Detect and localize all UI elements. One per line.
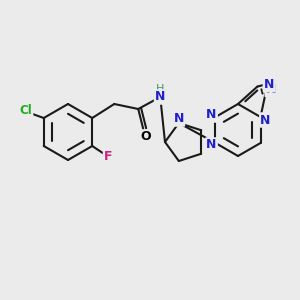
Text: Cl: Cl bbox=[20, 104, 32, 118]
Text: N: N bbox=[260, 113, 271, 127]
Text: N: N bbox=[266, 83, 276, 96]
Text: N: N bbox=[206, 109, 217, 122]
Text: N: N bbox=[174, 112, 184, 125]
Text: H: H bbox=[156, 84, 164, 94]
Text: F: F bbox=[104, 151, 112, 164]
Text: N: N bbox=[264, 78, 274, 91]
Text: O: O bbox=[140, 130, 151, 143]
Text: N: N bbox=[155, 91, 165, 103]
Text: N: N bbox=[206, 139, 217, 152]
